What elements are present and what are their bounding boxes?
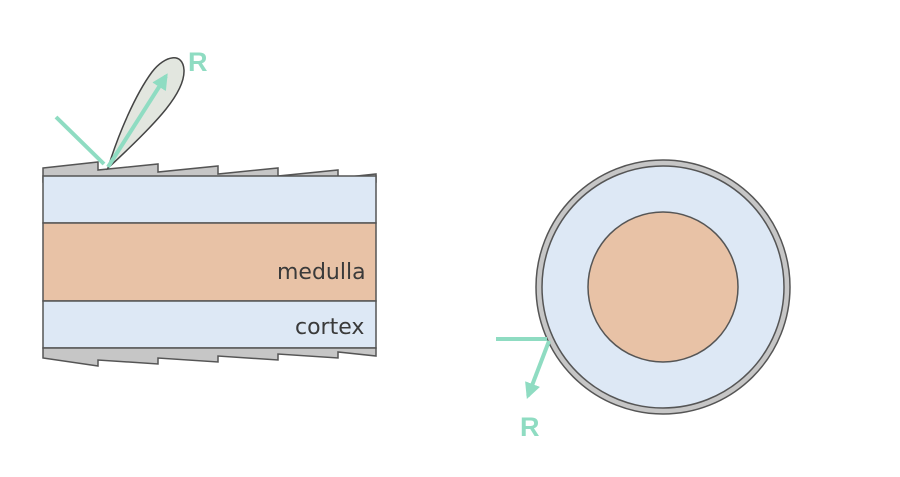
reflection-label-top: R (188, 47, 208, 77)
cortex-band-bottom (42, 300, 377, 349)
incident-ray-top (54, 115, 106, 166)
medulla-label: medulla (277, 260, 366, 285)
reflection-label-cross: R (520, 412, 540, 442)
reflected-ray-top (106, 73, 168, 169)
medulla-band (42, 222, 377, 302)
cortex-label: cortex (295, 315, 364, 340)
cross-section: R (496, 159, 791, 442)
cortex-band-top (42, 175, 377, 224)
medulla-disc (587, 211, 739, 363)
longitudinal-section: R medulla cortex (42, 47, 377, 367)
cuticle-bottom (42, 347, 377, 367)
reflected-ray-cross (525, 340, 551, 399)
